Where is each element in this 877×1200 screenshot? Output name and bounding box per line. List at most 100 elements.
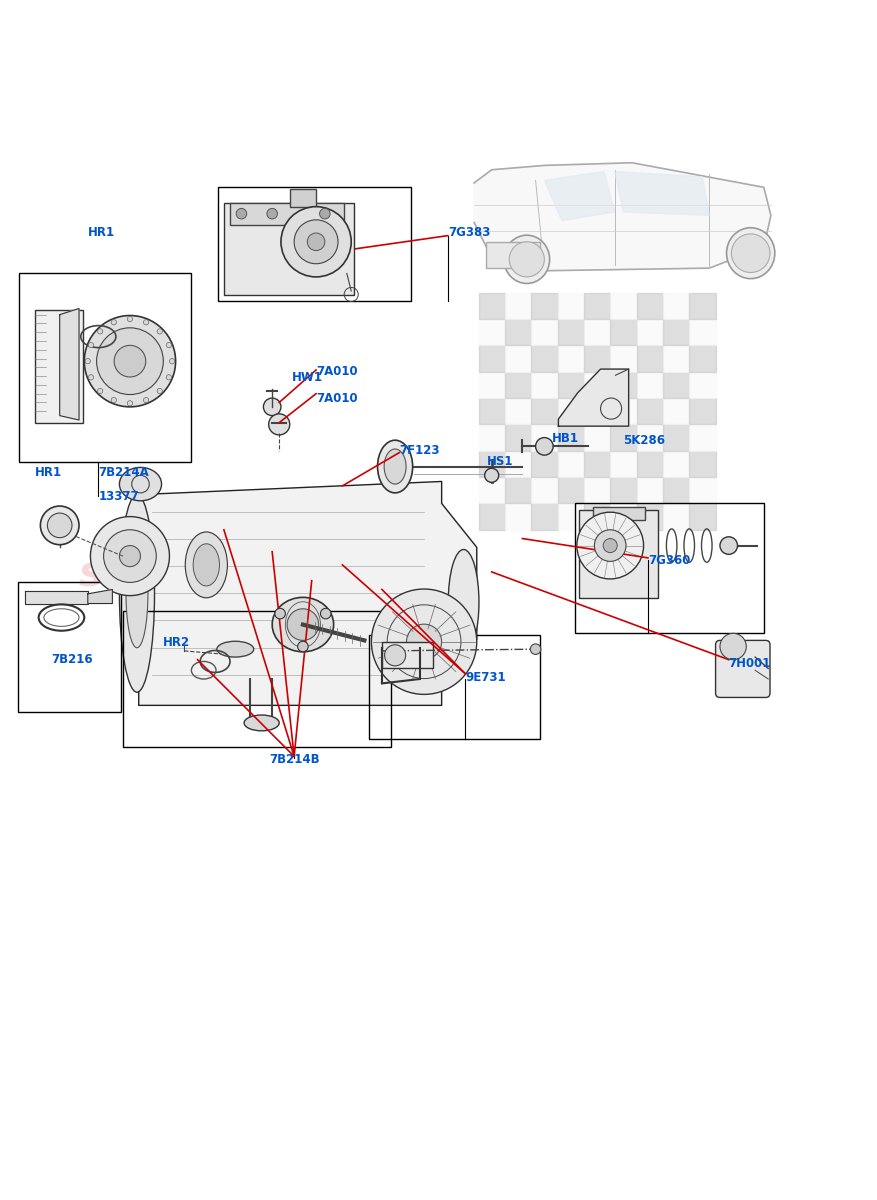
- Bar: [610, 293, 636, 319]
- Circle shape: [576, 512, 643, 578]
- Circle shape: [157, 329, 162, 334]
- Circle shape: [287, 608, 318, 641]
- Ellipse shape: [272, 598, 333, 652]
- Circle shape: [236, 209, 246, 218]
- Bar: [592, 506, 645, 520]
- Bar: [478, 478, 504, 504]
- Bar: [478, 398, 504, 425]
- Bar: [18, 582, 121, 713]
- Circle shape: [297, 641, 308, 652]
- Ellipse shape: [217, 641, 253, 658]
- Circle shape: [275, 608, 285, 619]
- Bar: [557, 451, 583, 478]
- Bar: [583, 293, 610, 319]
- Circle shape: [166, 342, 171, 348]
- Bar: [610, 398, 636, 425]
- Ellipse shape: [503, 235, 549, 283]
- Bar: [583, 451, 610, 478]
- Bar: [557, 293, 583, 319]
- Bar: [504, 372, 531, 398]
- Circle shape: [530, 644, 540, 654]
- Circle shape: [127, 317, 132, 322]
- Circle shape: [111, 397, 117, 403]
- Bar: [610, 478, 636, 504]
- Polygon shape: [60, 308, 79, 420]
- Ellipse shape: [126, 539, 147, 648]
- Ellipse shape: [185, 532, 227, 598]
- Circle shape: [111, 319, 117, 325]
- Ellipse shape: [726, 228, 774, 278]
- FancyBboxPatch shape: [715, 641, 769, 697]
- Bar: [557, 319, 583, 346]
- Bar: [531, 319, 557, 346]
- Circle shape: [97, 329, 103, 334]
- Circle shape: [281, 206, 351, 277]
- Bar: [583, 398, 610, 425]
- Bar: [531, 478, 557, 504]
- Bar: [662, 346, 688, 372]
- Ellipse shape: [193, 544, 219, 586]
- Circle shape: [103, 529, 156, 582]
- Bar: [688, 478, 715, 504]
- Bar: [531, 425, 557, 451]
- Bar: [574, 504, 763, 634]
- Circle shape: [307, 233, 324, 251]
- Bar: [531, 293, 557, 319]
- Bar: [610, 372, 636, 398]
- Circle shape: [509, 241, 544, 277]
- Bar: [688, 346, 715, 372]
- Polygon shape: [474, 163, 770, 271]
- Circle shape: [384, 644, 405, 666]
- Text: 7G360: 7G360: [647, 554, 689, 566]
- Bar: [557, 398, 583, 425]
- Bar: [504, 346, 531, 372]
- Bar: [610, 451, 636, 478]
- Circle shape: [267, 209, 277, 218]
- Circle shape: [143, 319, 148, 325]
- Text: HW1: HW1: [292, 371, 323, 384]
- Bar: [688, 372, 715, 398]
- Circle shape: [406, 624, 441, 659]
- Text: 5K286: 5K286: [623, 433, 665, 446]
- Bar: [662, 372, 688, 398]
- Circle shape: [319, 209, 330, 218]
- Circle shape: [719, 634, 745, 660]
- Bar: [583, 425, 610, 451]
- Bar: [557, 346, 583, 372]
- Bar: [636, 504, 662, 529]
- Text: HR2: HR2: [162, 636, 189, 649]
- Bar: [123, 611, 390, 746]
- Circle shape: [85, 359, 90, 364]
- Bar: [504, 451, 531, 478]
- Bar: [688, 425, 715, 451]
- Bar: [478, 504, 504, 529]
- Text: 9E731: 9E731: [465, 671, 505, 684]
- Bar: [224, 203, 353, 295]
- Bar: [662, 319, 688, 346]
- Bar: [583, 346, 610, 372]
- Bar: [636, 398, 662, 425]
- Bar: [636, 293, 662, 319]
- Circle shape: [166, 374, 171, 380]
- Bar: [478, 346, 504, 372]
- Circle shape: [114, 346, 146, 377]
- Bar: [19, 274, 190, 462]
- Circle shape: [719, 536, 737, 554]
- Bar: [381, 642, 432, 668]
- Circle shape: [371, 589, 476, 695]
- Text: 7B214B: 7B214B: [268, 754, 319, 767]
- Text: 7B216: 7B216: [51, 653, 92, 666]
- Bar: [289, 190, 316, 206]
- Text: 7B214A: 7B214A: [98, 466, 149, 479]
- Circle shape: [484, 468, 498, 482]
- Bar: [583, 372, 610, 398]
- Circle shape: [90, 516, 169, 595]
- Bar: [636, 425, 662, 451]
- Bar: [531, 346, 557, 372]
- Bar: [688, 293, 715, 319]
- Bar: [610, 346, 636, 372]
- Bar: [230, 203, 344, 226]
- Text: 7A010: 7A010: [316, 391, 357, 404]
- Ellipse shape: [384, 449, 406, 484]
- Circle shape: [119, 546, 140, 566]
